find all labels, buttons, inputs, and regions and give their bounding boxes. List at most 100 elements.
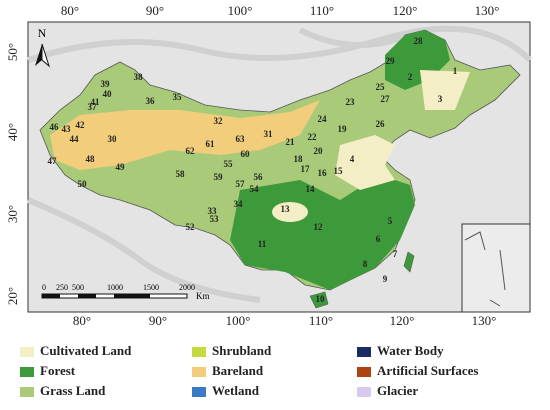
lat-label: 40° [5, 123, 20, 141]
region-label: 25 [376, 82, 386, 92]
region-label: 16 [318, 168, 328, 178]
legend-swatch [357, 367, 371, 377]
region-label: 5 [388, 216, 393, 226]
region-label: 14 [306, 184, 316, 194]
region-label: 6 [376, 234, 381, 244]
region-label: 62 [186, 146, 196, 156]
region-label: 18 [294, 154, 304, 164]
region-label: 33 [208, 206, 218, 216]
legend-label: Wetland [212, 383, 260, 398]
legend-label: Forest [40, 363, 76, 378]
forest-area [230, 175, 415, 290]
region-label: 38 [134, 72, 144, 82]
lon-label: 100° [228, 3, 253, 18]
region-label: 27 [381, 94, 391, 104]
legend-label: Water Body [377, 343, 444, 358]
region-label: 53 [210, 214, 220, 224]
lon-label: 120° [390, 313, 415, 328]
inset-map [461, 223, 531, 313]
region-label: 44 [70, 134, 80, 144]
region-label: 22 [308, 132, 318, 142]
region-label: 10 [316, 294, 326, 304]
lon-label: 120° [393, 3, 418, 18]
legend-swatch [357, 347, 371, 357]
legend-swatch [357, 387, 371, 397]
scale-bar-segment [78, 294, 96, 298]
legend-label: Artificial Surfaces [377, 363, 478, 378]
lat-label: 30° [5, 205, 20, 223]
legend-label: Glacier [377, 383, 418, 398]
lon-label: 110° [309, 313, 333, 328]
region-label: 4 [350, 154, 355, 164]
scale-label: 250 [56, 283, 68, 292]
region-label: 56 [254, 172, 264, 182]
scale-bar-segment [42, 294, 60, 298]
region-label: 52 [186, 222, 196, 232]
region-label: 48 [86, 154, 96, 164]
region-label: 31 [264, 129, 274, 139]
lon-label: 80° [73, 313, 91, 328]
legend-swatch [20, 387, 34, 397]
bareland-area [50, 100, 320, 170]
region-label: 39 [101, 79, 111, 89]
scale-label: 1000 [107, 283, 123, 292]
legend-label: Grass Land [40, 383, 106, 398]
region-label: 54 [250, 184, 260, 194]
region-label: 26 [376, 119, 386, 129]
lon-label: 90° [146, 3, 164, 18]
region-label: 50 [78, 179, 88, 189]
region-label: 61 [206, 139, 216, 149]
region-label: 2 [408, 72, 413, 82]
region-label: 36 [146, 96, 156, 106]
region-label: 63 [236, 134, 246, 144]
legend-label: Bareland [212, 363, 264, 378]
region-label: 15 [334, 166, 344, 176]
region-label: 8 [363, 259, 368, 269]
lat-label: 20° [5, 287, 20, 305]
region-label: 23 [346, 97, 356, 107]
legend-swatch [192, 387, 206, 397]
north-label: N [38, 26, 47, 40]
region-label: 55 [224, 159, 234, 169]
region-label: 57 [236, 179, 246, 189]
region-label: 30 [108, 134, 118, 144]
region-label: 17 [301, 164, 311, 174]
region-label: 29 [386, 56, 396, 66]
legend-swatch [20, 347, 34, 357]
region-label: 11 [258, 239, 267, 249]
lon-label: 90° [149, 313, 167, 328]
lon-label: 110° [310, 3, 334, 18]
region-label: 9 [383, 274, 388, 284]
scale-label: 0 [42, 283, 46, 292]
region-label: 1 [453, 66, 458, 76]
region-label: 21 [286, 137, 296, 147]
region-label: 13 [281, 204, 291, 214]
cultivated-area [272, 202, 308, 222]
region-label: 12 [314, 222, 324, 232]
scale-bar-segment [114, 294, 150, 298]
region-label: 60 [241, 149, 251, 159]
scale-label: 500 [72, 283, 84, 292]
region-label: 41 [91, 97, 101, 107]
region-label: 40 [103, 89, 113, 99]
legend-swatch [192, 347, 206, 357]
region-label: 28 [414, 36, 424, 46]
region-label: 37 [88, 102, 98, 112]
region-label: 46 [50, 122, 60, 132]
island [309, 291, 329, 309]
cultivated-area [335, 135, 395, 190]
lon-label: 80° [61, 3, 79, 18]
inset-islands [464, 231, 506, 307]
region-label: 34 [234, 199, 244, 209]
scale-label: 1500 [143, 283, 159, 292]
region-label: 24 [318, 114, 328, 124]
legend-swatch [192, 367, 206, 377]
legend-label: Shrubland [212, 343, 272, 358]
region-label: 7 [393, 249, 398, 259]
region-label: 49 [116, 162, 126, 172]
scale-unit: Km [196, 291, 210, 301]
region-label: 20 [314, 146, 324, 156]
region-label: 59 [214, 172, 224, 182]
region-label: 43 [62, 124, 72, 134]
